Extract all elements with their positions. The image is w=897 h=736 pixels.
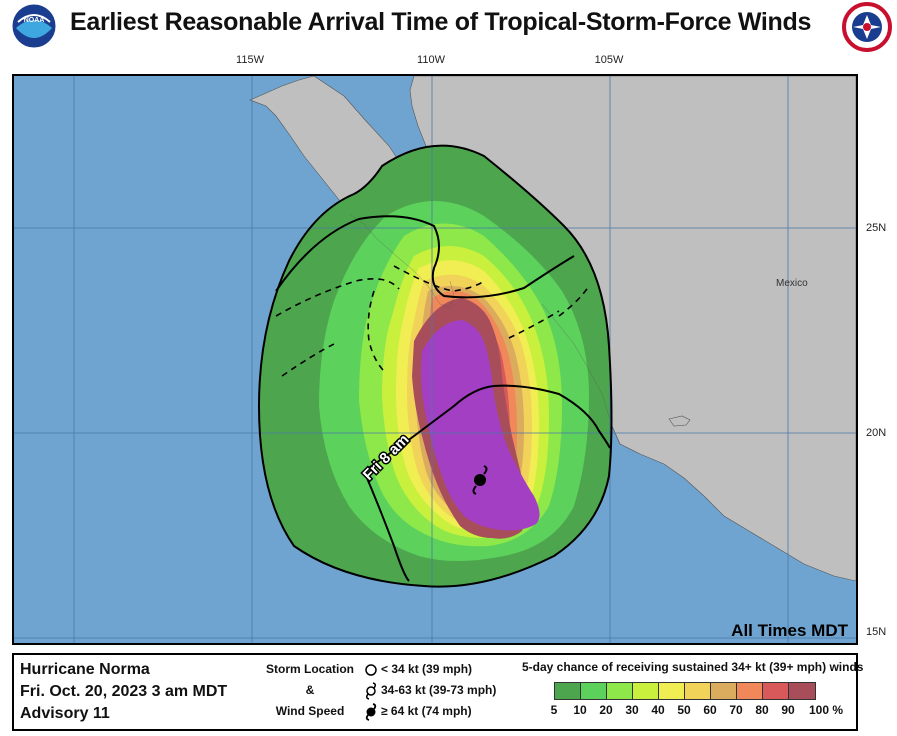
arrival-time-contours: [275, 215, 611, 582]
lat-label-25n: 25N: [866, 222, 887, 234]
storm-key-heading-amp: &: [305, 683, 315, 697]
lon-label-105w: 105W: [594, 54, 624, 66]
probability-swatch: [789, 683, 815, 699]
times-note: All Times MDT: [731, 621, 848, 640]
storm-key-label: < 34 kt (39 mph): [381, 662, 473, 676]
storm-name: Hurricane Norma: [20, 661, 150, 678]
probability-tick: 40: [651, 703, 665, 717]
hurricane-icon: [365, 702, 377, 721]
storm-key-label: ≥ 64 kt (74 mph): [381, 704, 472, 718]
lat-label-15n: 15N: [866, 626, 887, 638]
island: [668, 415, 691, 427]
swath-outline: [257, 144, 613, 588]
storm-key-heading-2: Wind Speed: [275, 704, 345, 718]
storm-advisory: Advisory 11: [20, 705, 110, 722]
probability-tick-labels: 5 10 20 30 40 50 60 70 80 90 100 %: [550, 703, 874, 719]
probability-legend-title: 5-day chance of receiving sustained 34+ …: [522, 660, 864, 674]
lon-label-110w: 110W: [417, 54, 445, 66]
probability-tick: 70: [729, 703, 743, 717]
probability-tick: 50: [677, 703, 691, 717]
noaa-logo-icon: NOAA: [11, 3, 57, 49]
probability-tick: 5: [550, 703, 558, 717]
probability-tick: 90: [781, 703, 795, 717]
probability-swatch: [763, 683, 789, 699]
lon-label-115w: 115W: [236, 54, 264, 66]
probability-tick: 20: [599, 703, 613, 717]
probability-tick: 10: [573, 703, 587, 717]
probability-swatch: [685, 683, 711, 699]
tropical-storm-icon: [365, 681, 377, 700]
place-label-mexico: Mexico: [776, 278, 808, 289]
page-title: Earliest Reasonable Arrival Time of Trop…: [70, 8, 812, 36]
probability-tick: 30: [625, 703, 639, 717]
svg-text:NOAA: NOAA: [24, 17, 45, 24]
probability-swatch: [633, 683, 659, 699]
storm-location-hurricane-icon: [472, 465, 488, 495]
nws-logo-icon: [842, 2, 892, 52]
storm-key-item: 34-63 kt (39-73 mph): [364, 680, 496, 701]
probability-color-bar: [554, 682, 816, 700]
header: NOAA Earliest Reasonable Arrival Time of…: [0, 0, 897, 52]
map-panel: Fri 8 am Mexico All Times MDT: [12, 74, 858, 645]
probability-swatch: [659, 683, 685, 699]
storm-key-items: < 34 kt (39 mph) 34-63 kt (39-73 mph) ≥ …: [364, 659, 496, 722]
storm-key-label: 34-63 kt (39-73 mph): [381, 683, 497, 697]
map-canvas: Fri 8 am Mexico All Times MDT: [14, 76, 856, 643]
storm-info: Hurricane Norma Fri. Oct. 20, 2023 3 am …: [20, 659, 227, 725]
storm-key-heading-1: Storm Location: [265, 662, 354, 676]
probability-tick: 80: [755, 703, 769, 717]
probability-swatch: [581, 683, 607, 699]
storm-key-heading: Storm Location & Wind Speed: [259, 659, 361, 722]
probability-tick: 60: [703, 703, 717, 717]
probability-swatch: [607, 683, 633, 699]
probability-swatch: [555, 683, 581, 699]
storm-key-item: ≥ 64 kt (74 mph): [364, 701, 496, 722]
probability-swatch: [711, 683, 737, 699]
probability-swatch: [737, 683, 763, 699]
storm-datetime: Fri. Oct. 20, 2023 3 am MDT: [20, 683, 228, 700]
storm-key-item: < 34 kt (39 mph): [364, 659, 496, 680]
open-circle-icon: [365, 663, 377, 676]
arrival-time-dashed-contours: [275, 265, 590, 377]
legend-panel: Hurricane Norma Fri. Oct. 20, 2023 3 am …: [12, 653, 863, 731]
lat-label-20n: 20N: [866, 427, 887, 439]
probability-tick: 100 %: [808, 703, 844, 717]
